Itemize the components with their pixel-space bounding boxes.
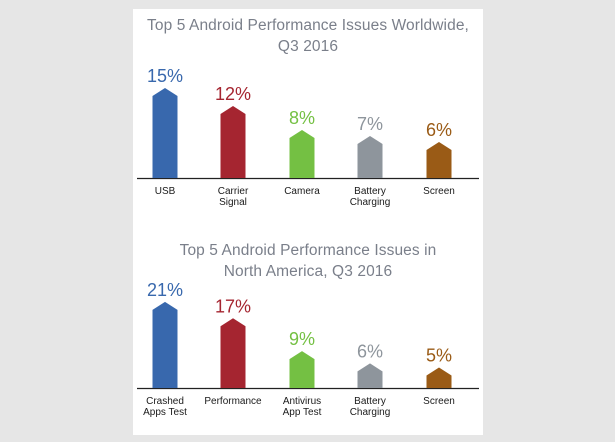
chart-title-line-2: Q3 2016 [277, 38, 339, 55]
data-label: 6% [357, 341, 383, 361]
bar [220, 318, 246, 388]
category-label: USB [155, 186, 176, 197]
bar [426, 367, 452, 388]
data-label: 7% [357, 114, 383, 134]
worldwide-chart: Top 5 Android Performance Issues Worldwi… [133, 9, 483, 223]
category-label: App Test [283, 407, 322, 418]
bar [152, 301, 178, 388]
category-label: Battery [354, 396, 386, 407]
category-label: Crashed [146, 396, 184, 407]
bar [357, 363, 383, 388]
data-label: 12% [215, 84, 251, 104]
data-label: 21% [147, 280, 183, 300]
category-label: Performance [204, 396, 262, 407]
bar [289, 351, 315, 388]
chart-card: Top 5 Android Performance Issues Worldwi… [133, 9, 483, 435]
category-label: Apps Test [143, 407, 187, 418]
chart-title-line-1: Top 5 Android Performance Issues Worldwi… [147, 17, 469, 34]
data-label: 17% [215, 296, 251, 316]
bar [152, 88, 178, 178]
chart-title-line-2: North America, Q3 2016 [223, 263, 393, 280]
data-label: 6% [426, 120, 452, 140]
category-label: Antivirus [283, 396, 321, 407]
category-label: Battery [354, 186, 386, 197]
category-label: Signal [219, 197, 247, 208]
category-label: Camera [284, 186, 320, 197]
category-label: Charging [350, 197, 391, 208]
data-label: 9% [289, 329, 315, 349]
category-label: Screen [423, 396, 455, 407]
data-label: 15% [147, 66, 183, 86]
bar [289, 130, 315, 178]
category-label: Carrier [218, 186, 249, 197]
category-label: Charging [350, 407, 391, 418]
data-label: 8% [289, 108, 315, 128]
chart-title: Top 5 Android Performance Issues in Nort… [133, 240, 483, 282]
north-america-chart: Top 5 Android Performance Issues in Nort… [133, 231, 483, 435]
bar [220, 106, 246, 178]
chart-title: Top 5 Android Performance Issues Worldwi… [133, 15, 483, 57]
category-label: Screen [423, 186, 455, 197]
data-label: 5% [426, 346, 452, 366]
bar [426, 142, 452, 178]
chart-title-line-1: Top 5 Android Performance Issues in [179, 242, 437, 259]
bar [357, 136, 383, 178]
